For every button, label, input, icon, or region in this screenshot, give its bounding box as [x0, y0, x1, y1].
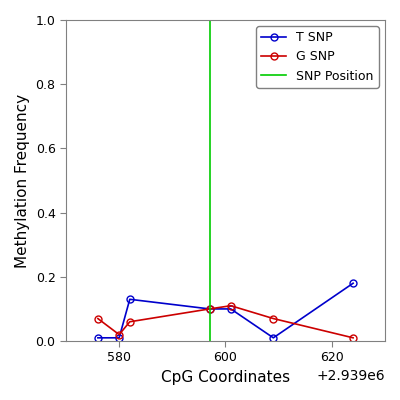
Legend: T SNP, G SNP, SNP Position: T SNP, G SNP, SNP Position — [256, 26, 379, 88]
X-axis label: CpG Coordinates: CpG Coordinates — [161, 370, 290, 385]
Y-axis label: Methylation Frequency: Methylation Frequency — [15, 94, 30, 268]
